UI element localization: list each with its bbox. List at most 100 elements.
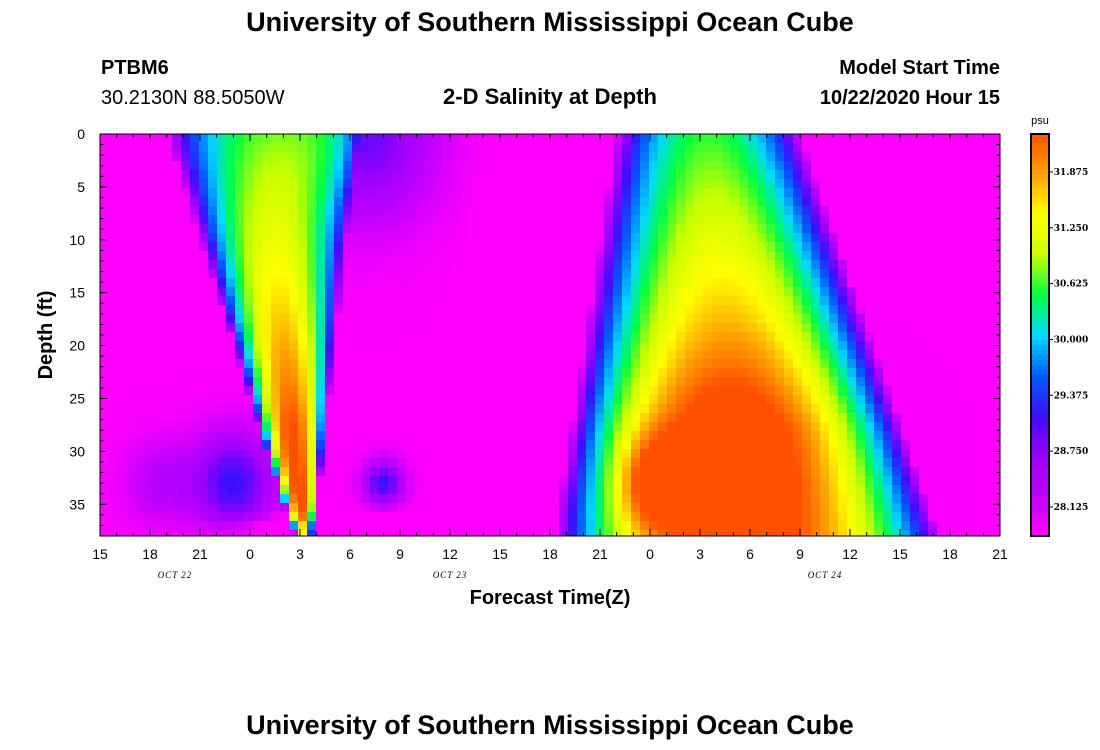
heatmap-cell [181, 323, 191, 333]
heatmap-cell [568, 368, 578, 378]
heatmap-cell [640, 152, 650, 162]
heatmap-cell [334, 233, 344, 243]
heatmap-cell [676, 503, 686, 513]
heatmap-cell [919, 530, 929, 537]
heatmap-cell [622, 134, 632, 144]
heatmap-cell [523, 341, 533, 351]
heatmap-cell [424, 197, 434, 207]
heatmap-cell [415, 296, 425, 306]
heatmap-cell [919, 143, 929, 153]
heatmap-cell [910, 350, 920, 360]
colorbar-swatch [1031, 460, 1049, 467]
heatmap-cell [775, 197, 785, 207]
heatmap-cell [208, 233, 218, 243]
heatmap-cell [982, 314, 992, 324]
heatmap-cell [928, 134, 938, 144]
heatmap-cell [955, 521, 965, 531]
heatmap-cell [460, 152, 470, 162]
heatmap-cell [865, 188, 875, 198]
heatmap-cell [595, 476, 605, 486]
heatmap-cell [982, 161, 992, 171]
heatmap-cell [100, 476, 110, 486]
heatmap-cell [442, 503, 452, 513]
heatmap-cell [685, 368, 695, 378]
heatmap-cell [586, 170, 596, 180]
heatmap-cell [172, 530, 182, 537]
colorbar-swatch [1031, 355, 1049, 361]
heatmap-cell [883, 242, 893, 252]
model-start-label: Model Start Time [839, 57, 1000, 79]
heatmap-cell [793, 413, 803, 423]
heatmap-cell [757, 359, 767, 369]
heatmap-cell [559, 152, 569, 162]
colorbar-swatch [1031, 229, 1049, 236]
heatmap-cell [109, 449, 119, 459]
heatmap-cell [109, 350, 119, 360]
heatmap-cell [694, 431, 704, 441]
heatmap-cell [802, 296, 812, 306]
heatmap-cell [334, 287, 344, 297]
heatmap-cell [316, 530, 326, 537]
heatmap-cell [145, 269, 155, 279]
heatmap-cell [307, 206, 317, 216]
heatmap-cell [820, 278, 830, 288]
heatmap-cell [469, 197, 479, 207]
heatmap-cell [361, 197, 371, 207]
heatmap-cell [172, 206, 182, 216]
heatmap-cell [505, 278, 515, 288]
heatmap-cell [244, 188, 254, 198]
heatmap-cell [478, 296, 488, 306]
heatmap-cell [991, 440, 1001, 450]
heatmap-cell [352, 395, 362, 405]
heatmap-cell [721, 422, 731, 432]
heatmap-cell [901, 341, 911, 351]
heatmap-cell [820, 422, 830, 432]
heatmap-cell [829, 413, 839, 423]
heatmap-cell [361, 377, 371, 387]
colorbar-swatch [1031, 375, 1049, 381]
heatmap-cell [325, 305, 335, 315]
heatmap-cell [280, 476, 290, 486]
heatmap-cell [361, 332, 371, 342]
heatmap-cell [784, 521, 794, 531]
heatmap-cell [721, 152, 731, 162]
heatmap-cell [253, 251, 263, 261]
heatmap-cell [694, 521, 704, 531]
heatmap-cell [784, 233, 794, 243]
heatmap-cell [730, 368, 740, 378]
heatmap-cell [748, 413, 758, 423]
heatmap-cell [559, 341, 569, 351]
heatmap-cell [829, 458, 839, 468]
heatmap-cell [658, 512, 668, 522]
heatmap-cell [928, 449, 938, 459]
heatmap-cell [541, 485, 551, 495]
heatmap-cell [631, 269, 641, 279]
heatmap-cell [406, 296, 416, 306]
heatmap-cell [478, 467, 488, 477]
heatmap-cell [181, 260, 191, 270]
heatmap-cell [325, 314, 335, 324]
heatmap-cell [586, 251, 596, 261]
heatmap-cell [397, 170, 407, 180]
heatmap-cell [586, 476, 596, 486]
heatmap-cell [127, 269, 137, 279]
heatmap-cell [829, 134, 839, 144]
heatmap-cell [721, 449, 731, 459]
heatmap-cell [631, 521, 641, 531]
heatmap-cell [136, 143, 146, 153]
heatmap-cell [145, 404, 155, 414]
heatmap-cell [793, 341, 803, 351]
heatmap-cell [874, 179, 884, 189]
heatmap-cell [649, 260, 659, 270]
heatmap-cell [154, 224, 164, 234]
heatmap-cell [154, 242, 164, 252]
heatmap-cell [595, 494, 605, 504]
heatmap-cell [784, 170, 794, 180]
heatmap-cell [577, 179, 587, 189]
heatmap-cell [289, 521, 299, 531]
heatmap-cell [226, 377, 236, 387]
heatmap-cell [604, 269, 614, 279]
heatmap-cell [991, 224, 1001, 234]
heatmap-cell [181, 215, 191, 225]
heatmap-cell [253, 269, 263, 279]
